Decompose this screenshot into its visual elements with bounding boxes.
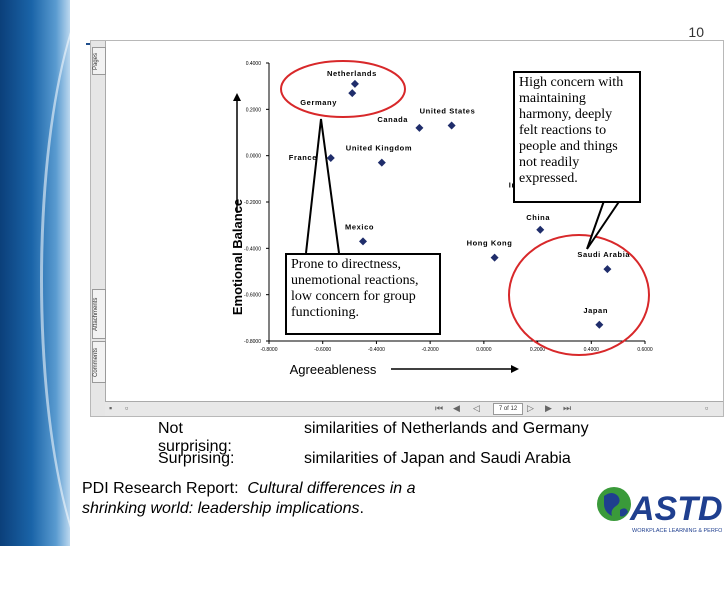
callout-line: people and things <box>519 139 618 154</box>
page-indicator[interactable]: 7 of 12 <box>493 403 523 415</box>
point-united-kingdom <box>377 158 386 167</box>
callout-line: expressed. <box>519 171 578 186</box>
astd-logo: ASTD WORKPLACE LEARNING & PERFORMANCE <box>597 487 722 534</box>
callout-line: maintaining <box>519 91 586 106</box>
callout-line: High concern with <box>519 75 624 90</box>
x-axis-arrowhead <box>511 365 519 373</box>
x-tick-label: 0.2000 <box>530 347 546 353</box>
first-page-icon[interactable]: ⏮ <box>435 403 444 413</box>
x-tick-label: 0.4000 <box>584 347 600 353</box>
viewer-side-toolbar: Pages Attachments Comments <box>91 41 106 416</box>
point-label-china: China <box>526 213 550 222</box>
point-japan <box>595 320 604 329</box>
callout-line: low concern for group <box>291 289 416 304</box>
logo-tagline: WORKPLACE LEARNING & PERFORMANCE <box>632 528 722 534</box>
viewer-menu-icon[interactable]: ▪ <box>109 403 113 413</box>
callout-line: Prone to directness, <box>291 257 402 272</box>
globe-continents <box>604 493 628 517</box>
note-label: Not surprising: <box>158 420 232 455</box>
point-label-netherlands: Netherlands <box>327 69 377 78</box>
y-tick-label: 0.2000 <box>246 107 262 113</box>
highlight-ellipse-nl-de <box>280 60 406 118</box>
y-axis-arrowhead <box>233 93 241 101</box>
point-label-hong-kong: Hong Kong <box>467 239 513 248</box>
point-label-united-states: United States <box>420 107 476 116</box>
note-text: similarities of Netherlands and Germany <box>304 420 589 437</box>
decor-curve <box>40 0 203 600</box>
y-tick-label: -0.4000 <box>244 246 261 252</box>
viewer-option-icon[interactable]: ▫ <box>125 403 129 413</box>
callout-line: harmony, deeply <box>519 107 613 122</box>
logo-text: ASTD <box>629 490 722 528</box>
y-axis-label: Emotional Balance <box>230 199 245 315</box>
point-canada <box>415 123 424 132</box>
slide-number: 10 <box>688 24 704 40</box>
point-label-france: France <box>289 153 317 162</box>
resize-icon[interactable]: ▫ <box>705 403 709 413</box>
left-decor-band <box>0 0 70 600</box>
callout-prone-directness: Prone to directness, unemotional reactio… <box>285 253 441 335</box>
point-germany <box>348 89 357 98</box>
highlight-ellipse-sa-jp <box>508 234 650 356</box>
point-label-germany: Germany <box>300 98 337 107</box>
report-title-line1: Cultural differences in a <box>247 480 416 497</box>
y-tick-label: 0.0000 <box>246 154 262 160</box>
prev-page-icon[interactable]: ◀ <box>453 403 460 413</box>
y-tick-label: 0.4000 <box>246 61 262 67</box>
x-tick-label: -0.2000 <box>422 347 439 353</box>
chart-ticks: 0.4000 0.2000 0.0000 -0.2000 -0.4000 -0.6000 -… <box>244 61 653 353</box>
pdf-viewer: Pages Attachments Comments 0.4000 0.2000 0… <box>90 40 724 417</box>
x-tick-label: 0.6000 <box>637 347 653 353</box>
y-tick-label: -0.2000 <box>244 200 261 206</box>
forward-icon[interactable]: ▷ <box>527 403 534 413</box>
viewer-status-bar: ▪ ▫ ⏮ ◀ ◁ 7 of 12 ▷ ▶ ⏭ ▫ <box>105 401 723 416</box>
point-label-mexico: Mexico <box>345 222 374 231</box>
next-page-icon[interactable]: ▶ <box>545 403 552 413</box>
y-tick-label: -0.6000 <box>244 293 261 299</box>
point-china <box>536 225 545 234</box>
pointer-prone <box>305 118 340 254</box>
point-netherlands <box>350 79 359 88</box>
callout-line: felt reactions to <box>519 123 607 138</box>
point-label-united-kingdom: United Kingdom <box>346 144 412 153</box>
y-tick-label: -0.8000 <box>244 339 261 345</box>
report-prefix: PDI Research Report: <box>82 480 239 497</box>
x-tick-label: -0.6000 <box>314 347 331 353</box>
back-icon[interactable]: ◁ <box>473 403 480 413</box>
callout-high-concern: High concern with maintaining harmony, d… <box>513 71 641 203</box>
report-suffix: . <box>359 500 364 517</box>
scatter-chart: 0.4000 0.2000 0.0000 -0.2000 -0.4000 -0.6000 -… <box>230 60 653 377</box>
last-page-icon[interactable]: ⏭ <box>563 403 572 413</box>
callout-line: not readily <box>519 155 580 170</box>
point-label-japan: Japan <box>583 306 608 315</box>
chart-points: Netherlands Germany United States Canada Uni… <box>289 69 630 329</box>
point-saudi-arabia <box>603 265 612 274</box>
point-label-saudi-arabia: Saudi Arabia <box>577 250 630 259</box>
point-united-states <box>447 121 456 130</box>
x-tick-label: -0.4000 <box>368 347 385 353</box>
point-hong-kong <box>490 253 499 262</box>
x-axis-label: Agreeableness <box>290 362 377 377</box>
callout-line: unemotional reactions, <box>291 273 419 288</box>
x-tick-label: -0.8000 <box>261 347 278 353</box>
point-label-canada: Canada <box>377 115 408 124</box>
point-mexico <box>359 237 367 246</box>
point-france <box>326 153 335 162</box>
note-label: Surprising: <box>158 450 235 467</box>
note-text: similarities of Japan and Saudi Arabia <box>304 450 571 467</box>
x-tick-label: 0.0000 <box>476 347 492 353</box>
report-title-line2: shrinking world: leadership implications <box>82 500 360 517</box>
report-citation: PDI Research Report: Cultural difference… <box>82 479 416 519</box>
callout-line: functioning. <box>291 305 360 320</box>
